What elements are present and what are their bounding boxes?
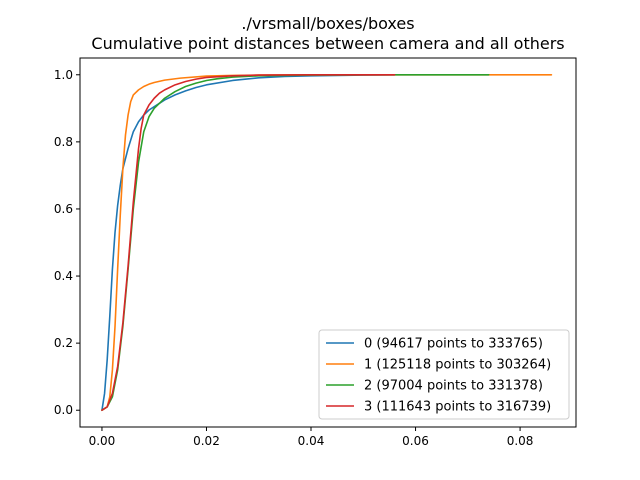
x-tick-label: 0.00: [89, 434, 116, 448]
legend-label-0: 0 (94617 points to 333765): [364, 337, 543, 352]
legend-label-2: 2 (97004 points to 331378): [364, 379, 543, 394]
chart-title: ./vrsmall/boxes/boxes: [241, 14, 414, 33]
y-axis-ticks: 0.0 0.2 0.4 0.6 0.8 1.0: [54, 68, 80, 417]
x-tick-label: 0.08: [507, 434, 534, 448]
series-line-3: [101, 73, 396, 412]
legend-items: 0 (94617 points to 333765) 1 (125118 poin…: [326, 337, 551, 415]
y-tick-label: 0.0: [54, 403, 73, 417]
y-tick-label: 0.2: [54, 336, 73, 350]
series-layer: [101, 73, 553, 412]
legend-label-1: 1 (125118 points to 303264): [364, 358, 551, 373]
x-tick-label: 0.06: [402, 434, 429, 448]
x-tick-label: 0.02: [193, 434, 220, 448]
plot-frame: [79, 57, 577, 428]
chart-subtitle: Cumulative point distances between camer…: [91, 34, 564, 53]
y-tick-label: 0.6: [54, 202, 73, 216]
legend-label-3: 3 (111643 points to 316739): [364, 400, 551, 415]
legend: 0 (94617 points to 333765) 1 (125118 poin…: [318, 329, 570, 420]
series-line-0: [101, 73, 396, 412]
y-tick-label: 0.4: [54, 269, 73, 283]
y-tick-label: 1.0: [54, 68, 73, 82]
legend-box: [318, 329, 570, 420]
y-tick-label: 0.8: [54, 135, 73, 149]
x-axis-ticks: 0.00 0.02 0.04 0.06 0.08: [89, 427, 534, 448]
x-tick-label: 0.04: [298, 434, 325, 448]
